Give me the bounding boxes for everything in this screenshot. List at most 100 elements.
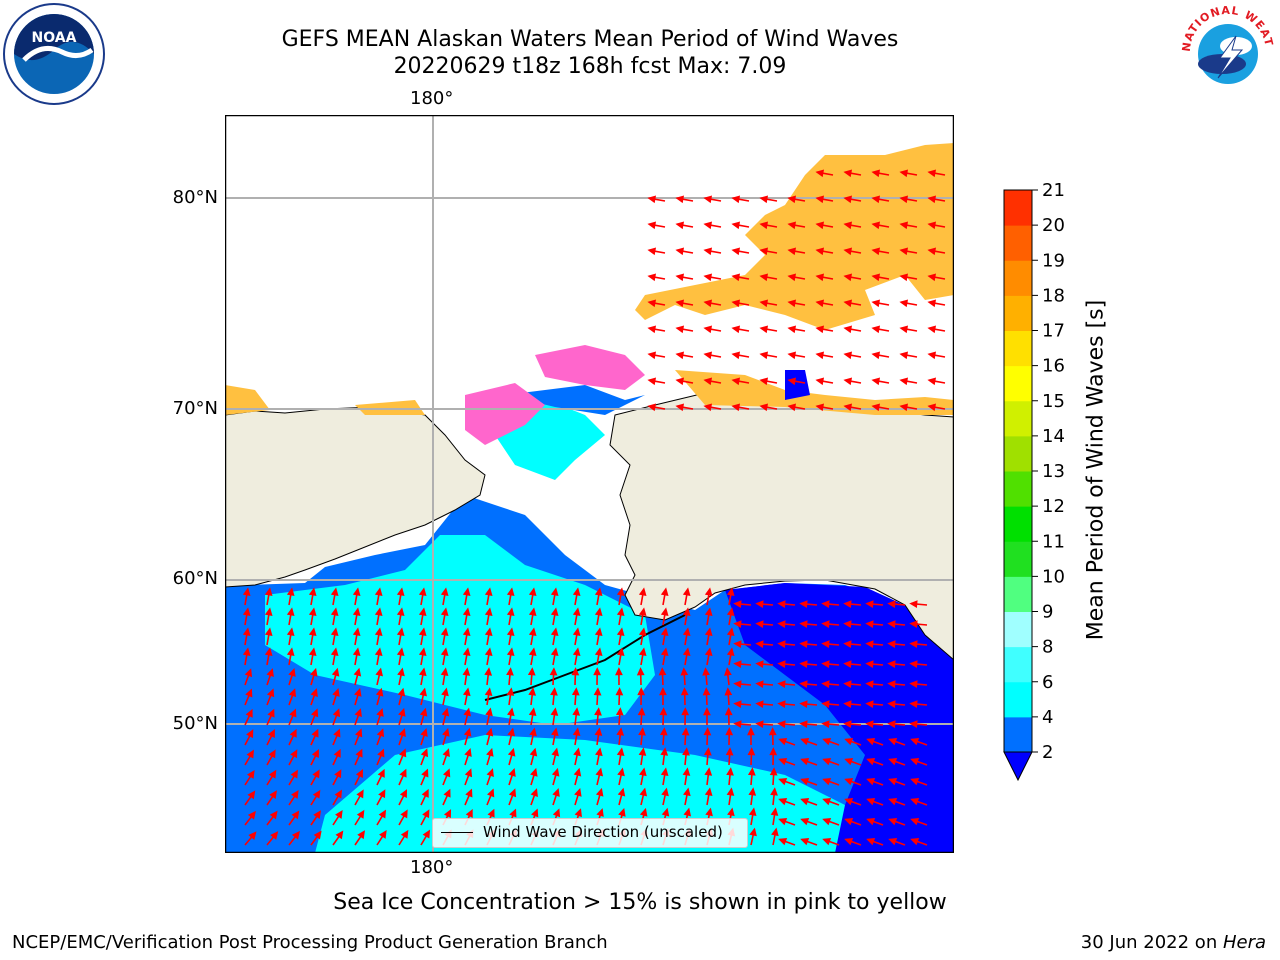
wave-arrowhead: [660, 607, 669, 617]
wave-arrowhead: [865, 600, 874, 609]
wave-arrowhead: [246, 729, 254, 739]
wave-arrowhead: [396, 607, 405, 617]
wave-arrowhead: [759, 195, 769, 204]
wave-arrowhead: [308, 587, 317, 597]
wave-arrowhead: [777, 660, 786, 669]
wave-arrowhead: [594, 707, 602, 716]
wave-arrowhead: [843, 680, 852, 689]
wave-arrowhead: [311, 749, 319, 758]
wave-arrowhead: [333, 748, 341, 758]
wave-arrowhead: [487, 788, 495, 798]
wave-arrowhead: [815, 377, 825, 386]
wave-arrowhead: [731, 273, 741, 282]
wave-arrowhead: [247, 810, 256, 820]
colorbar-tick-label: 8: [1042, 637, 1053, 658]
wave-arrowhead: [549, 667, 558, 676]
wave-arrowhead: [508, 788, 517, 798]
wave-arrowhead: [440, 627, 449, 637]
wave-arrowhead: [552, 788, 560, 797]
wave-arrowhead: [821, 620, 830, 629]
wave-arrowhead: [675, 247, 685, 256]
wave-arrowhead: [733, 660, 742, 669]
wave-arrowhead: [637, 707, 646, 716]
wave-arrowhead: [755, 640, 764, 649]
wave-arrowhead: [787, 221, 797, 230]
wave-arrowhead: [441, 707, 450, 717]
wave-arrowhead: [822, 777, 832, 786]
wave-arrowhead: [683, 787, 691, 797]
wave-arrowhead: [866, 817, 876, 826]
colorbar-tick-label: 12: [1042, 496, 1065, 517]
sea-ice-edge-pink: [535, 345, 645, 390]
wave-arrowhead: [675, 221, 685, 230]
colorbar-segment: [1004, 681, 1032, 718]
wave-arrowhead: [312, 789, 321, 799]
wave-arrowhead: [550, 647, 559, 657]
wave-arrowhead: [660, 747, 669, 756]
wave-arrowhead: [821, 640, 830, 649]
wave-arrowhead: [844, 757, 854, 766]
wave-arrowhead: [787, 403, 797, 412]
wave-arrowhead: [374, 607, 383, 617]
wave-arrowhead: [843, 600, 852, 609]
colorbar-segment: [1004, 611, 1032, 648]
wave-arrowhead: [725, 727, 734, 736]
wave-arrowhead: [704, 627, 713, 637]
wave-arrowhead: [572, 647, 581, 657]
wave-arrowhead: [443, 788, 451, 798]
wave-arrowhead: [771, 827, 779, 837]
wave-arrowhead: [865, 680, 874, 689]
wave-arrowhead: [506, 667, 514, 676]
wave-arrowhead: [799, 660, 808, 669]
wave-arrowhead: [909, 620, 918, 629]
wave-arrowhead: [787, 299, 797, 308]
wave-arrowhead: [909, 600, 918, 609]
wave-arrowhead: [731, 221, 741, 230]
wave-arrowhead: [310, 667, 318, 677]
wave-arrowhead: [755, 680, 764, 689]
wave-arrowhead: [264, 587, 273, 597]
wave-arrowhead: [420, 748, 429, 758]
wave-arrowhead: [843, 720, 852, 729]
wave-arrowhead: [528, 607, 537, 617]
wave-arrowhead: [910, 837, 920, 846]
wave-arrowhead: [683, 807, 692, 817]
wave-arrowhead: [866, 737, 876, 746]
wave-arrowhead: [353, 667, 362, 677]
wave-arrowhead: [291, 789, 299, 799]
wave-arrowhead: [821, 680, 830, 689]
wave-arrowhead: [484, 687, 493, 696]
wave-arrowhead: [330, 607, 339, 617]
wave-arrowhead: [574, 808, 582, 818]
colorbar-tick-label: 9: [1042, 602, 1053, 623]
wave-arrowhead: [799, 640, 808, 649]
wave-arrowhead: [703, 403, 713, 412]
wave-arrowhead: [822, 817, 832, 826]
wave-arrowhead: [704, 787, 713, 797]
wave-arrowhead: [703, 273, 713, 282]
wave-arrowhead: [550, 687, 558, 696]
wave-arrowhead: [419, 707, 428, 717]
wave-arrowhead: [376, 728, 385, 738]
wave-arrowhead: [726, 627, 735, 637]
wave-arrowhead: [777, 720, 786, 729]
wave-arrowhead: [675, 299, 685, 308]
wave-arrowhead: [759, 273, 769, 282]
wave-arrowhead: [289, 708, 297, 718]
colorbar: 2 4 6 8 9 10 11 12 13 14 15 16 17 18 19 20 21: [1003, 180, 1065, 782]
wave-arrowhead: [352, 627, 361, 637]
colorbar-segment: [1004, 471, 1032, 507]
sea-ice-beaufort: [675, 370, 954, 415]
wave-arrowhead: [595, 747, 603, 757]
wave-arrowhead: [399, 789, 408, 798]
wave-arrowhead: [484, 647, 493, 657]
wave-arrowhead: [352, 607, 361, 617]
wave-arrowhead: [703, 707, 711, 716]
wave-arrowhead: [647, 221, 657, 230]
colorbar-tick-label: 6: [1042, 672, 1053, 693]
wave-arrowhead: [308, 627, 317, 637]
wave-arrowhead: [821, 700, 830, 709]
wave-arrowhead: [749, 827, 757, 837]
wave-arrowhead: [871, 195, 881, 204]
wave-arrowhead: [759, 325, 769, 334]
